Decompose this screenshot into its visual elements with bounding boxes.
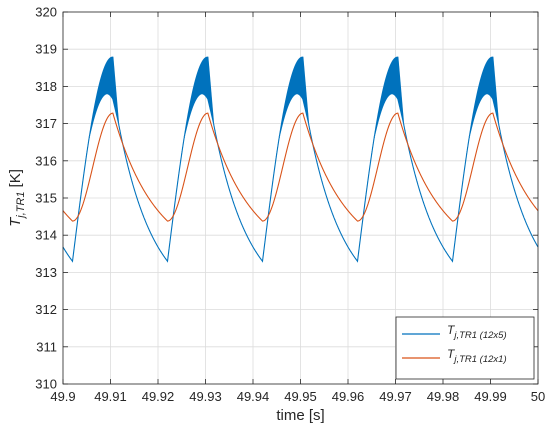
legend: Tj,TR1 (12x5) Tj,TR1 (12x1): [395, 316, 535, 380]
y-tick-label: 312: [35, 302, 57, 317]
y-tick-labels: 310 311 312 313 314 315 316 317 318 319 320: [35, 5, 57, 392]
x-axis-label: time [s]: [276, 407, 324, 424]
svg-text:Tj,TR1[K]: Tj,TR1 [K]: [7, 169, 27, 227]
y-axis-label-sub: j,TR1: [15, 191, 27, 219]
x-tick-label: 49.95: [284, 389, 317, 404]
y-tick-label: 315: [35, 191, 57, 206]
y-tick-label: 311: [36, 339, 57, 354]
y-tick-label: 317: [35, 116, 57, 131]
x-tick-label: 49.91: [94, 389, 127, 404]
x-tick-label: 49.92: [142, 389, 175, 404]
x-tick-label: 49.9: [50, 389, 75, 404]
y-tick-label: 319: [35, 42, 57, 57]
x-tick-labels: 49.9 49.91 49.92 49.93 49.94 49.95 49.96 49.97 4…: [50, 389, 545, 404]
y-axis-label-main: T: [7, 216, 24, 227]
ticks: [62, 11, 539, 385]
y-tick-label: 320: [35, 5, 57, 20]
series-line-12x5: [62, 56, 539, 263]
x-tick-label: 49.96: [332, 389, 365, 404]
y-axis-label-unit: [K]: [7, 169, 24, 187]
series-layer: [62, 56, 539, 263]
series-line-12x1: [62, 112, 539, 222]
legend-entry-12x5: Tj,TR1 (12x5): [447, 323, 507, 341]
x-tick-label: 49.93: [189, 389, 222, 404]
x-tick-label: 50: [531, 389, 545, 404]
y-axis-label: Tj,TR1 [K]: [7, 169, 27, 227]
y-tick-label: 313: [35, 265, 57, 280]
y-tick-label: 314: [35, 228, 57, 243]
legend-entry-12x1: Tj,TR1 (12x1): [447, 347, 507, 365]
x-tick-label: 49.99: [474, 389, 507, 404]
y-tick-label: 318: [35, 79, 57, 94]
x-tick-label: 49.97: [379, 389, 412, 404]
x-tick-label: 49.94: [237, 389, 270, 404]
legend-box: [395, 316, 535, 380]
x-tick-label: 49.98: [427, 389, 460, 404]
y-tick-label: 310: [35, 377, 57, 392]
y-tick-label: 316: [35, 153, 57, 168]
